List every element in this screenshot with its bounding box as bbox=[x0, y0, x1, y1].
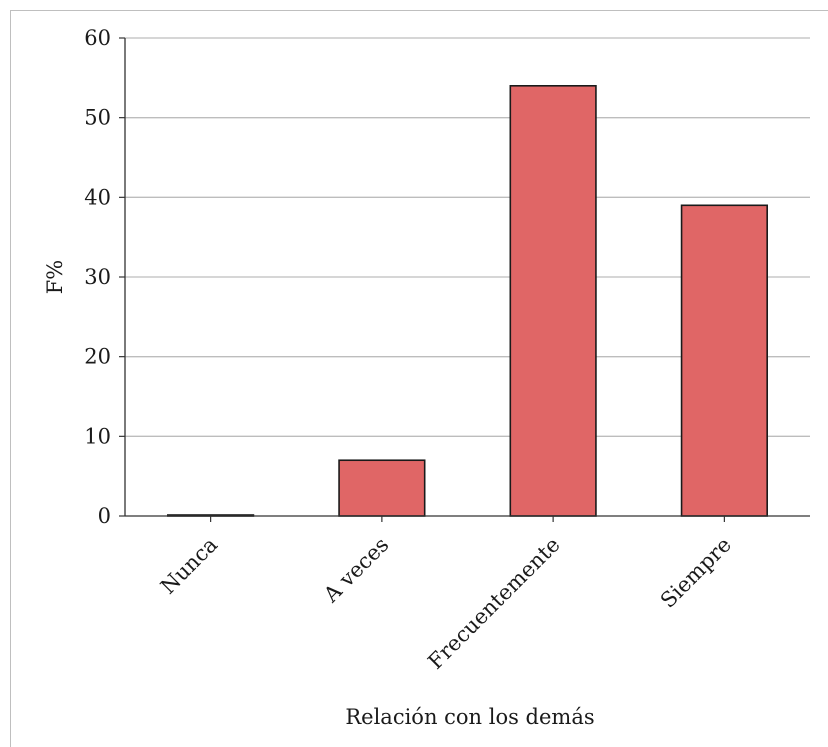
x-tick-label: Frecuentemente bbox=[423, 533, 564, 674]
y-tick-label: 40 bbox=[84, 185, 111, 209]
bar-siempre bbox=[680, 204, 768, 517]
y-tick-label: 20 bbox=[84, 345, 111, 369]
y-tick-label: 10 bbox=[84, 424, 111, 448]
bars bbox=[167, 85, 768, 517]
y-axis-label: F% bbox=[43, 260, 67, 295]
bar-frecuentemente bbox=[509, 85, 597, 517]
y-tick-label: 30 bbox=[84, 265, 111, 289]
y-tick-label: 0 bbox=[98, 504, 111, 528]
x-tick-label: Nunca bbox=[156, 533, 222, 599]
chart-frame bbox=[10, 10, 828, 747]
x-axis-label: Relación con los demás bbox=[345, 705, 594, 729]
x-tick-labels: Nunca A veces Frecuentemente Siempre bbox=[156, 516, 736, 674]
bar-a-veces bbox=[338, 459, 426, 517]
y-tick-label: 60 bbox=[84, 26, 111, 50]
x-tick-label: Siempre bbox=[656, 533, 736, 613]
y-tick-label: 50 bbox=[84, 106, 111, 130]
y-tick-labels: 0 10 20 30 40 50 60 bbox=[84, 26, 125, 528]
x-tick-label: A veces bbox=[318, 533, 393, 608]
